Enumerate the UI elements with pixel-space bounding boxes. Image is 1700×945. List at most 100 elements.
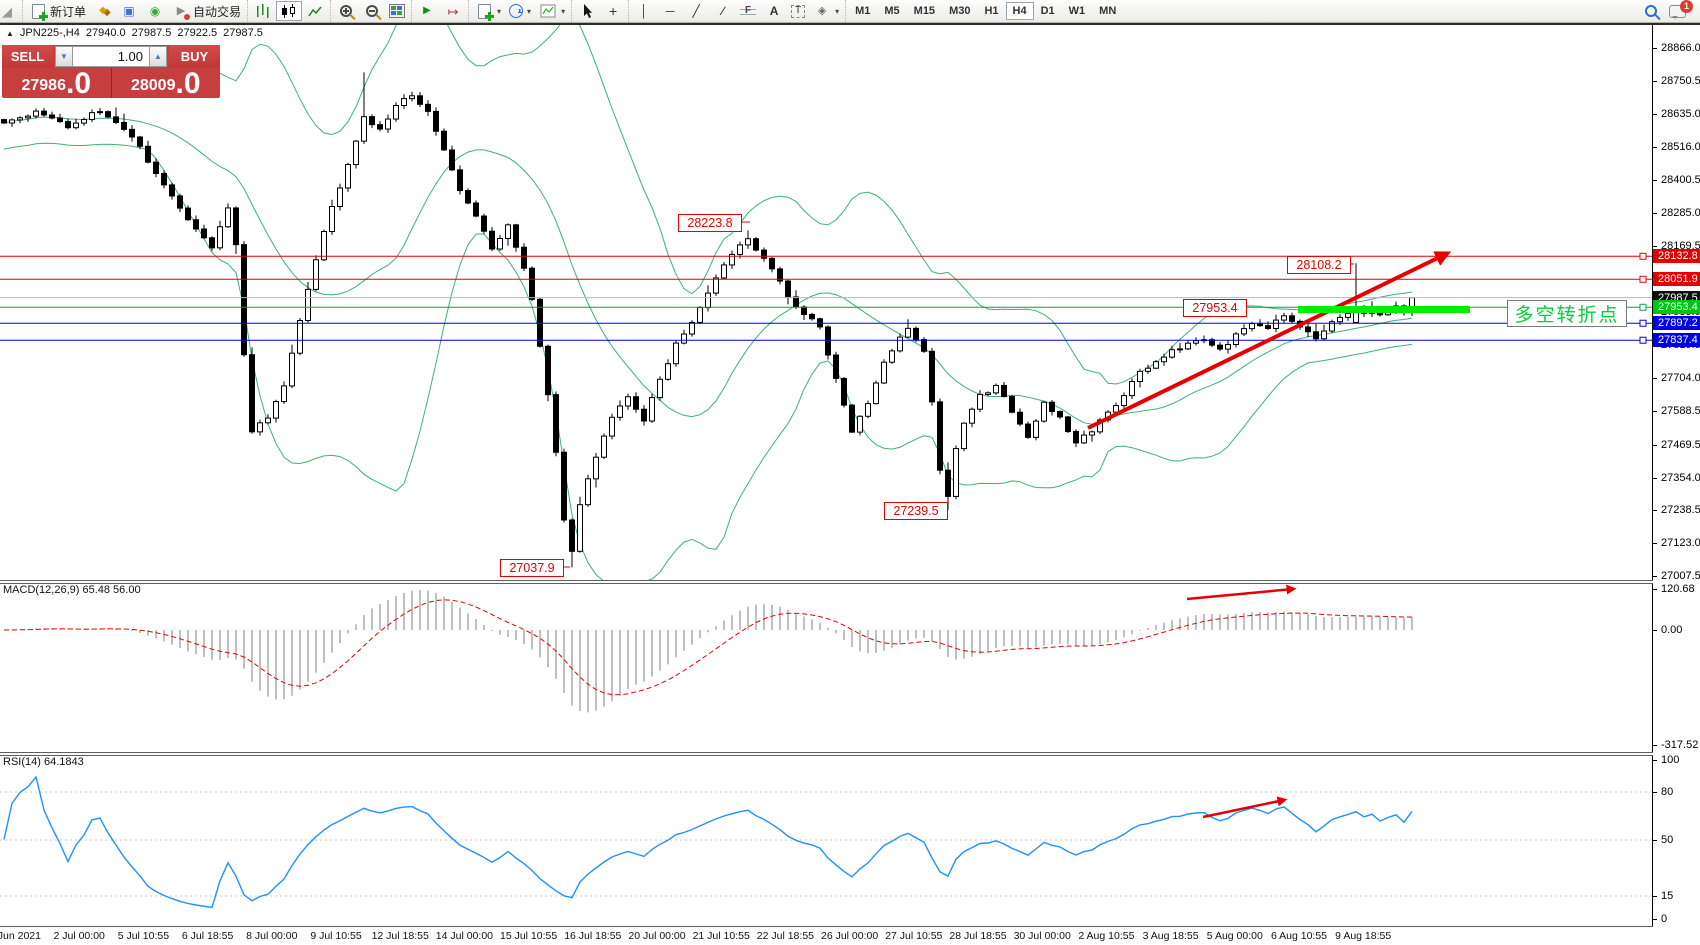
timeframe-m5[interactable]: M5 [877, 2, 906, 20]
hline-handle[interactable] [1639, 252, 1647, 260]
axis-tick [1653, 213, 1657, 215]
date-label: 28 Jul 18:55 [949, 930, 1007, 942]
timeframe-d1[interactable]: D1 [1034, 2, 1062, 20]
axis-tick [1653, 378, 1657, 380]
macd-rsi-splitter[interactable] [0, 752, 1700, 756]
indicators-icon [539, 3, 557, 20]
hline-handle[interactable] [1639, 303, 1647, 311]
text-button[interactable]: A [761, 1, 787, 21]
trend-arrow[interactable] [1186, 584, 1297, 601]
axis-tick-label: 27469.5 [1661, 438, 1700, 451]
toolbar-group: │ ─ ╱ ∕∕ F A T ◈ ▾ [628, 0, 845, 22]
rsi-label: RSI(14) 64.1843 [3, 756, 84, 768]
date-label: 6 Aug 10:55 [1270, 930, 1328, 942]
buy-price[interactable]: 28009 .0 [112, 67, 221, 100]
chat-icon[interactable]: 1 [1669, 0, 1693, 19]
window-marker-icon: ▲ [6, 28, 14, 38]
vertical-line-button[interactable]: │ [631, 1, 657, 21]
horizontal-line-button[interactable]: ─ [657, 1, 683, 21]
price-level-badge: 28051.9 [1653, 272, 1700, 287]
toolbar-right: 1 [1645, 0, 1700, 19]
arrows-shapes-button[interactable]: ◈ ▾ [809, 1, 843, 21]
indicators-button[interactable]: ▾ [535, 1, 569, 21]
support-highlight-band[interactable] [1298, 306, 1470, 313]
autotrading-button[interactable]: ▶ 自动交易 [168, 1, 245, 21]
price-callout[interactable]: 28108.2 [1287, 256, 1351, 274]
periods-button[interactable]: ▾ [505, 1, 535, 21]
main-chart-canvas[interactable] [0, 25, 1652, 580]
price-callout[interactable]: 28223.8 [678, 214, 742, 232]
buy-price-pips: .0 [175, 67, 201, 100]
crosshair-icon: + [608, 3, 618, 19]
fibonacci-button[interactable]: F [735, 1, 761, 21]
axis-tick [1653, 919, 1657, 920]
timeframe-h4[interactable]: H4 [1005, 2, 1034, 20]
price-axis[interactable]: 28866.0 28750.5 28635.0 28516.0 28400.5 28285… [1653, 25, 1700, 928]
date-label: 12 Jul 18:55 [371, 930, 429, 942]
sell-price[interactable]: 27986 .0 [2, 68, 112, 99]
hline-handle[interactable] [1639, 336, 1647, 344]
volume-up-button[interactable]: ▲ [149, 46, 167, 67]
axis-tick-label: 27588.5 [1661, 404, 1700, 417]
equidistant-channel-button[interactable]: ∕∕ [709, 1, 735, 21]
chevron-down-icon: ▾ [835, 6, 840, 16]
trend-arrow[interactable] [1087, 251, 1452, 430]
data-window-button[interactable]: ▣ [116, 1, 142, 21]
axis-tick [1653, 896, 1657, 897]
new-order-button[interactable]: 新订单 [25, 1, 90, 21]
price-callout[interactable]: 27037.9 [500, 559, 564, 577]
axis-tick-label: 27007.5 [1661, 569, 1700, 582]
toolbar-group [247, 0, 330, 22]
date-label: 9 Jul 10:55 [310, 930, 362, 942]
axis-tick-label: 27704.0 [1661, 372, 1700, 385]
buy-button[interactable]: BUY [169, 45, 220, 68]
trendline-button[interactable]: ╱ [683, 1, 709, 21]
tile-windows-button[interactable] [385, 1, 409, 21]
macd-panel-canvas[interactable] [0, 583, 1652, 752]
axis-tick [1653, 80, 1657, 82]
clipped-toolbar-button[interactable]: ◢ [2, 1, 20, 21]
trend-arrow[interactable] [1202, 796, 1288, 819]
linechart-icon [306, 3, 324, 20]
label-icon: T [791, 4, 806, 18]
new-chart-button[interactable]: ▾ [471, 1, 505, 21]
hline-handle[interactable] [1639, 319, 1647, 327]
rsi-panel-canvas[interactable] [0, 755, 1652, 926]
market-watch-button[interactable]: ◆ [90, 1, 116, 21]
axis-tick-label: 28400.5 [1661, 174, 1700, 187]
chart-shift-button[interactable]: ↦ [440, 1, 466, 21]
signals-button[interactable]: ◉ [142, 1, 168, 21]
timeframe-m1[interactable]: M1 [848, 2, 877, 20]
timeframe-m30[interactable]: M30 [942, 2, 977, 20]
timeframe-m15[interactable]: M15 [907, 2, 942, 20]
zoom-in-button[interactable] [333, 1, 359, 21]
date-label: 21 Jul 10:55 [692, 930, 750, 942]
line-chart-button[interactable] [302, 1, 328, 21]
bar-chart-button[interactable] [250, 1, 276, 21]
timeframe-h1[interactable]: H1 [977, 2, 1005, 20]
date-label: 0 Jun 2021 [0, 930, 41, 942]
sell-button[interactable]: SELL [2, 45, 53, 68]
cursor-button[interactable] [574, 1, 600, 21]
timeframe-w1[interactable]: W1 [1062, 2, 1093, 20]
candlestick-chart-button[interactable] [276, 1, 303, 21]
axis-tick [1653, 48, 1657, 49]
price-callout[interactable]: 27239.5 [884, 502, 948, 520]
turning-point-note[interactable]: 多空转折点 [1507, 300, 1627, 327]
date-axis[interactable]: 0 Jun 2021 2 Jul 00:00 5 Jul 10:55 6 Jul 18… [0, 929, 1652, 945]
toolbar: ◢ 新订单 ◆ ▣ ◉ ▶ 自动交易 ▶ ↦ ▾ ▾ ▾ + │ ─ ╱ ∕∕ F A T ◈ ▾ M1 M5 M15 M30 H1… [0, 0, 1700, 23]
autoscroll-button[interactable]: ▶ [414, 1, 440, 21]
text-label-button[interactable]: T [787, 1, 809, 21]
hline-handle[interactable] [1639, 275, 1647, 283]
timeframe-mn[interactable]: MN [1092, 2, 1123, 20]
crosshair-button[interactable]: + [600, 1, 626, 21]
chevron-down-icon: ▾ [497, 6, 502, 16]
volume-down-button[interactable]: ▼ [55, 46, 73, 67]
date-label: 26 Jul 00:00 [820, 930, 879, 942]
date-axis-border [0, 926, 1700, 928]
price-callout[interactable]: 27953.4 [1183, 299, 1247, 317]
main-macd-splitter[interactable] [0, 580, 1700, 584]
volume-input[interactable] [73, 46, 149, 67]
search-icon[interactable] [1645, 5, 1657, 17]
zoom-out-button[interactable] [359, 1, 385, 21]
